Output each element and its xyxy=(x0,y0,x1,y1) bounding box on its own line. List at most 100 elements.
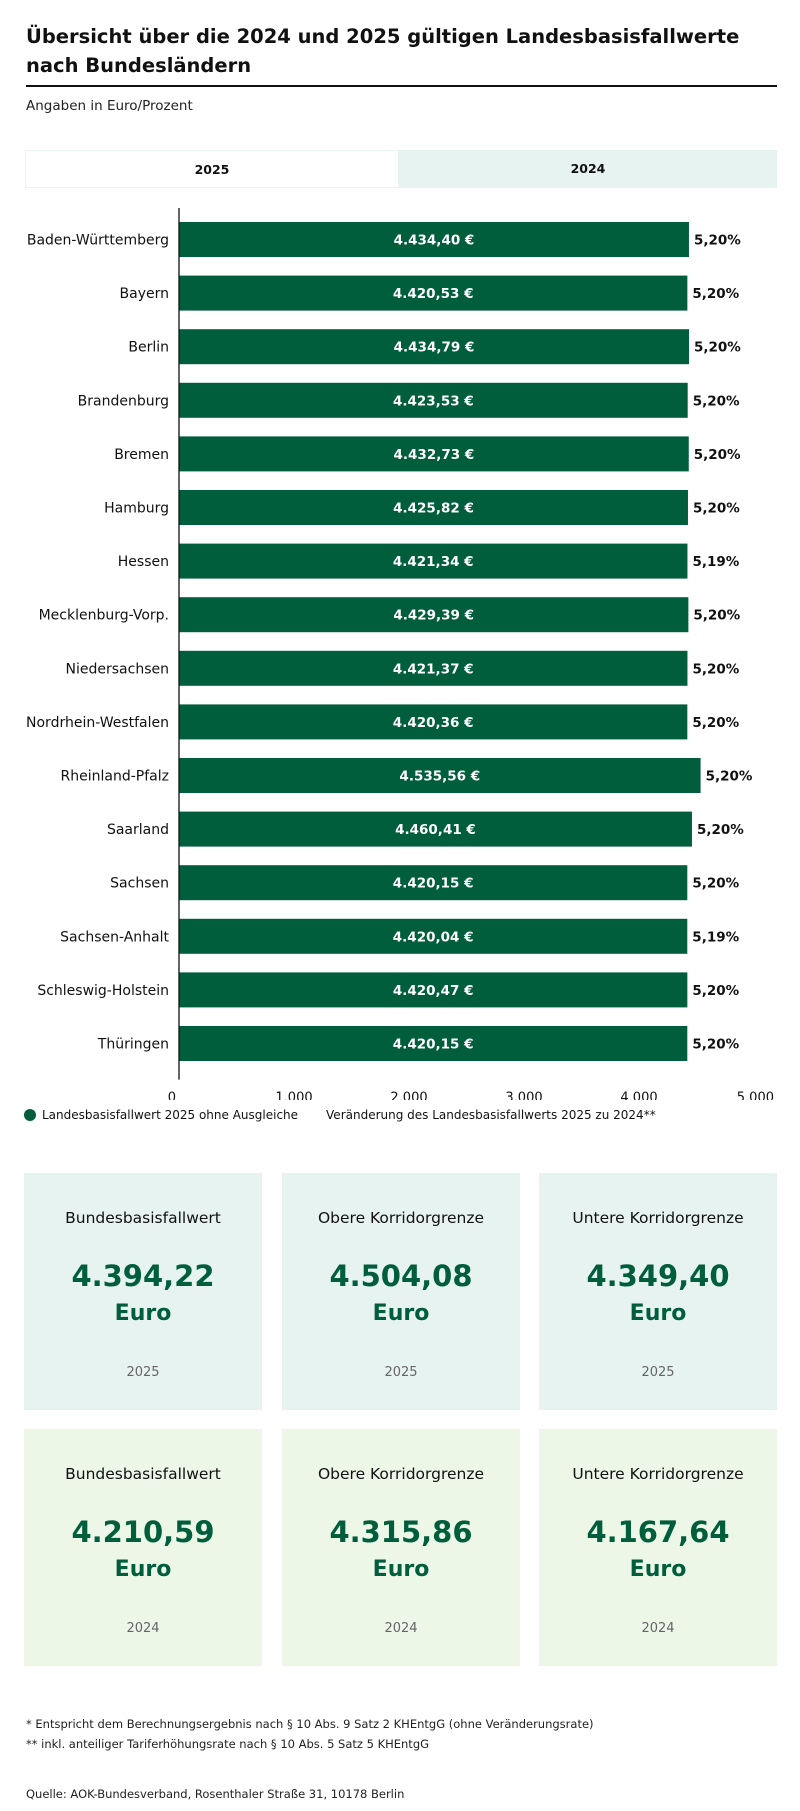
chart-legend: Landesbasisfallwert 2025 ohne Ausgleiche… xyxy=(24,1108,656,1122)
page-subtitle: Angaben in Euro/Prozent xyxy=(26,98,193,114)
card-label: Untere Korridorgrenze xyxy=(572,1465,744,1483)
category-label: Hessen xyxy=(118,554,169,570)
summary-card: Untere Korridorgrenze 4.349,40 Euro 2025 xyxy=(539,1173,777,1410)
bar xyxy=(179,329,690,365)
card-value: 4.349,40 xyxy=(586,1259,730,1293)
bar xyxy=(179,918,688,954)
summary-card: Bundesbasisfallwert 4.394,22 Euro 2025 xyxy=(24,1173,262,1410)
change-label: 5,20% xyxy=(692,983,739,999)
card-year: 2025 xyxy=(126,1365,160,1380)
category-label: Mecklenburg-Vorp. xyxy=(39,608,169,624)
title-divider xyxy=(26,85,777,87)
tab-2025[interactable]: 2025 xyxy=(25,150,399,188)
card-unit: Euro xyxy=(114,1301,172,1326)
bar-value-label: 4.420,04 € xyxy=(393,929,474,945)
change-label: 5,20% xyxy=(692,286,739,302)
bar xyxy=(179,865,688,901)
card-year: 2025 xyxy=(384,1365,418,1380)
category-label: Hamburg xyxy=(104,501,169,517)
change-label: 5,20% xyxy=(694,233,741,249)
bar-value-label: 4.429,39 € xyxy=(393,608,474,624)
bar xyxy=(179,436,689,472)
bar xyxy=(179,275,688,311)
bar xyxy=(179,1026,688,1061)
change-label: 5,20% xyxy=(692,661,739,677)
change-label: 5,20% xyxy=(692,715,739,731)
bar-value-label: 4.420,15 € xyxy=(393,1037,474,1053)
card-unit: Euro xyxy=(629,1557,687,1582)
bar xyxy=(179,811,692,847)
bar xyxy=(179,543,688,579)
card-label: Obere Korridorgrenze xyxy=(317,1465,485,1483)
category-label: Schleswig-Holstein xyxy=(37,983,169,999)
bar-value-label: 4.434,40 € xyxy=(394,233,475,249)
footnote-1: * Entspricht dem Berechnungsergebnis nac… xyxy=(26,1717,594,1731)
change-label: 5,19% xyxy=(692,554,739,570)
bar xyxy=(179,704,688,740)
card-label: Obere Korridorgrenze xyxy=(317,1209,485,1227)
card-year: 2025 xyxy=(641,1365,675,1380)
card-year: 2024 xyxy=(126,1621,160,1636)
bar-value-label: 4.535,56 € xyxy=(399,769,480,785)
change-label: 5,20% xyxy=(693,393,740,409)
bar-value-label: 4.432,73 € xyxy=(394,447,475,463)
change-label: 5,20% xyxy=(694,340,741,356)
legend-item-value: Landesbasisfallwert 2025 ohne Ausgleiche xyxy=(42,1108,299,1122)
card-label: Bundesbasisfallwert xyxy=(65,1465,221,1483)
bar-value-label: 4.420,36 € xyxy=(393,715,474,731)
summary-card: Obere Korridorgrenze 4.315,86 Euro 2024 xyxy=(282,1429,520,1666)
bar-value-label: 4.423,53 € xyxy=(393,393,474,409)
bar xyxy=(179,758,701,793)
change-label: 5,20% xyxy=(693,501,740,517)
legend-dot-icon xyxy=(24,1109,36,1121)
category-label: Rheinland-Pfalz xyxy=(61,769,169,785)
category-label: Niedersachsen xyxy=(66,661,169,677)
bar xyxy=(179,650,688,686)
summary-card: Bundesbasisfallwert 4.210,59 Euro 2024 xyxy=(24,1429,262,1666)
change-label: 5,20% xyxy=(692,876,739,892)
card-year: 2024 xyxy=(384,1621,418,1636)
bar-value-label: 4.434,79 € xyxy=(394,340,475,356)
bar-value-label: 4.420,53 € xyxy=(393,286,474,302)
card-year: 2024 xyxy=(641,1621,675,1636)
card-value: 4.504,08 xyxy=(329,1259,473,1293)
bar-value-label: 4.425,82 € xyxy=(393,501,474,517)
x-tick-label: 1.000 xyxy=(275,1091,312,1100)
bar xyxy=(179,490,688,525)
category-label: Thüringen xyxy=(97,1037,169,1053)
bar xyxy=(179,222,689,257)
x-tick-label: 2.000 xyxy=(390,1091,427,1100)
tab-2024[interactable]: 2024 xyxy=(570,161,606,176)
x-tick-label: 3.000 xyxy=(505,1091,542,1100)
bar xyxy=(179,382,688,418)
card-value: 4.315,86 xyxy=(329,1515,473,1549)
page-title: Übersicht über die 2024 und 2025 gültige… xyxy=(26,25,740,77)
bar-value-label: 4.421,34 € xyxy=(393,554,474,570)
bar-chart: Baden-Württemberg 4.434,40 € 5,20% Bayern 4.… xyxy=(26,208,774,1100)
card-unit: Euro xyxy=(372,1301,430,1326)
bar xyxy=(179,597,689,633)
category-label: Sachsen xyxy=(110,876,169,892)
bar xyxy=(179,972,688,1008)
x-tick-label: 4.000 xyxy=(620,1091,657,1100)
change-label: 5,19% xyxy=(692,929,739,945)
category-label: Bayern xyxy=(120,286,169,302)
category-label: Berlin xyxy=(128,340,169,356)
bar-value-label: 4.460,41 € xyxy=(395,822,476,838)
card-unit: Euro xyxy=(629,1301,687,1326)
category-label: Sachsen-Anhalt xyxy=(60,929,169,945)
change-label: 5,20% xyxy=(693,608,740,624)
change-label: 5,20% xyxy=(694,447,741,463)
category-label: Nordrhein-Westfalen xyxy=(26,715,169,731)
card-unit: Euro xyxy=(114,1557,172,1582)
change-label: 5,20% xyxy=(706,769,753,785)
bar-value-label: 4.420,47 € xyxy=(393,983,474,999)
bar-value-label: 4.420,15 € xyxy=(393,876,474,892)
category-label: Brandenburg xyxy=(78,393,169,409)
card-value: 4.394,22 xyxy=(71,1259,215,1293)
change-label: 5,20% xyxy=(697,822,744,838)
card-label: Bundesbasisfallwert xyxy=(65,1209,221,1227)
source-note: Quelle: AOK-Bundesverband, Rosenthaler S… xyxy=(26,1787,405,1801)
category-label: Bremen xyxy=(114,447,169,463)
